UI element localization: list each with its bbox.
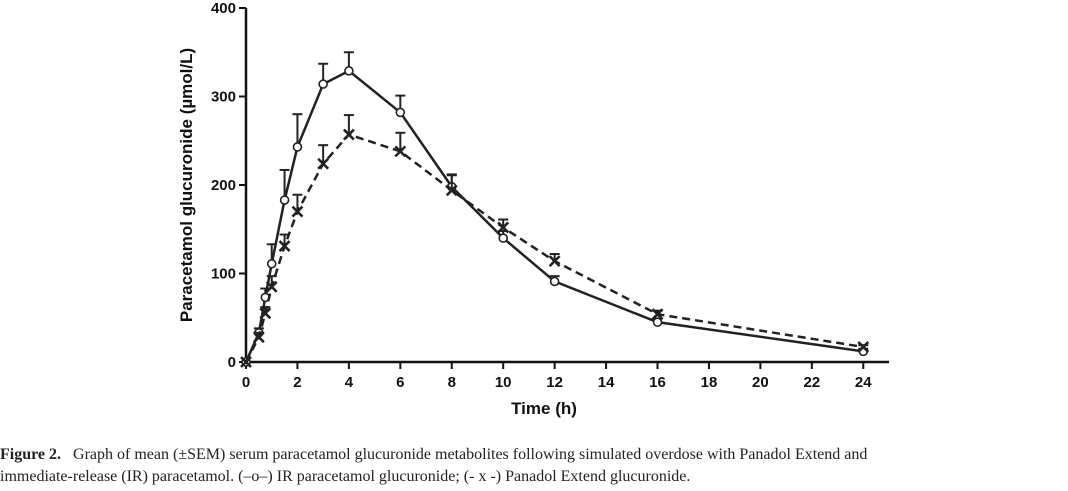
marker-stroke	[259, 307, 272, 320]
data-point	[857, 341, 870, 353]
data-point	[291, 205, 304, 218]
data-point	[342, 128, 355, 141]
data-point	[548, 255, 561, 268]
caption-line-1: Graph of mean (±SEM) serum paracetamol g…	[73, 446, 868, 463]
x-tick-label: 2	[293, 374, 301, 391]
y-tick-label: 400	[211, 0, 236, 17]
data-point	[394, 145, 407, 158]
x-tick-label: 6	[396, 374, 404, 391]
x-axis-title: Time (h)	[511, 399, 577, 418]
marker-stroke	[857, 341, 870, 353]
data-point	[317, 157, 330, 170]
figure-caption: Figure 2. Graph of mean (±SEM) serum para…	[0, 444, 1068, 488]
y-axis-title: Paracetamol glucuronide (µmol/L)	[177, 48, 196, 322]
marker-stroke	[548, 255, 561, 268]
x-tick-label: 18	[701, 374, 718, 391]
series-2	[240, 114, 870, 368]
marker-stroke	[278, 240, 291, 252]
axes	[239, 7, 889, 369]
y-tick-label: 300	[211, 89, 236, 106]
data-point	[259, 307, 272, 320]
series-1	[241, 51, 869, 367]
marker-stroke	[651, 308, 664, 321]
y-tick-label: 100	[211, 266, 236, 283]
data-point	[395, 107, 406, 118]
x-tick-labels: 0 2 4 6 8 10 12 14 16 18 20 22 24	[242, 374, 872, 391]
x-tick-label: 4	[345, 374, 354, 391]
marker-stroke	[394, 145, 407, 158]
marker-stroke	[342, 128, 355, 141]
caption-line-2: immediate-release (IR) paracetamol. (–o–…	[0, 468, 691, 485]
marker-stroke	[240, 356, 252, 368]
data-point	[279, 195, 290, 205]
series-line	[244, 133, 864, 363]
x-tick-label: 10	[495, 374, 512, 391]
data-point	[252, 331, 265, 344]
data-point	[651, 308, 664, 321]
marker-stroke	[445, 184, 458, 197]
x-tick-label: 0	[242, 374, 250, 391]
data-point	[318, 79, 328, 89]
data-point	[266, 258, 277, 269]
x-tick-label: 16	[649, 374, 666, 391]
y-tick-label: 0	[228, 354, 236, 371]
x-tick-label: 8	[448, 374, 456, 391]
marker-stroke	[317, 157, 330, 170]
x-tick-label: 12	[546, 374, 563, 391]
series-line	[244, 69, 864, 363]
data-point	[497, 221, 510, 234]
marker-stroke	[497, 221, 510, 234]
data-point	[344, 66, 354, 76]
marker-stroke	[265, 280, 278, 293]
x-tick-label: 22	[803, 374, 820, 391]
series-layer	[240, 51, 870, 368]
marker-stroke	[252, 331, 265, 344]
data-point	[240, 356, 252, 368]
data-point	[445, 184, 458, 197]
data-point	[549, 276, 560, 287]
x-tick-label: 24	[855, 374, 872, 391]
marker-stroke	[291, 205, 304, 218]
x-tick-label: 14	[598, 374, 615, 391]
data-point	[265, 280, 278, 293]
caption-figure-label: Figure 2.	[0, 446, 62, 463]
y-tick-label: 200	[211, 177, 236, 194]
data-point	[652, 317, 663, 327]
data-point	[278, 240, 291, 252]
data-point	[292, 142, 303, 152]
y-tick-labels: 0 100 200 300 400	[211, 0, 236, 371]
x-tick-label: 20	[752, 374, 769, 391]
data-point	[498, 233, 509, 243]
